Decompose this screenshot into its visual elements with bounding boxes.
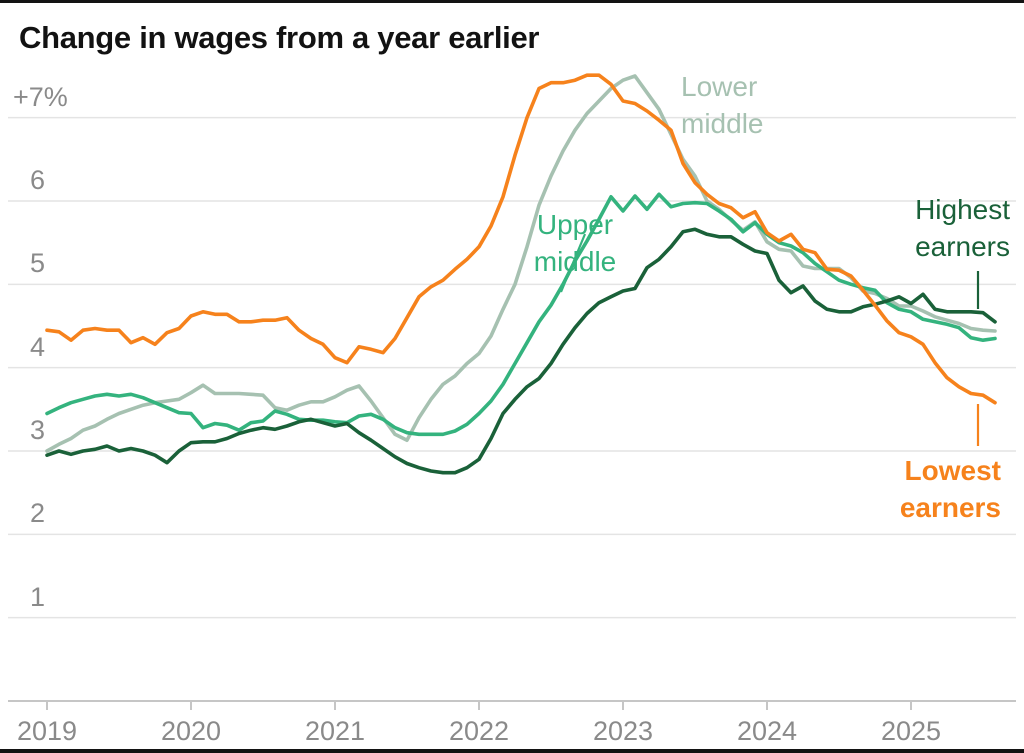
x-axis-label: 2022	[448, 716, 510, 746]
top-rule	[0, 0, 1024, 3]
series-label-lower-middle: Lower middle	[681, 71, 764, 139]
leader-upper-middle	[559, 233, 587, 293]
line-upper-middle	[45, 192, 997, 437]
series-label-highest-earners: Highest earners	[915, 194, 1010, 262]
series-label-upper-middle: Upper middle	[533, 209, 617, 277]
y-axis-label: 2	[30, 498, 46, 529]
y-axis-label: +7%	[13, 81, 68, 112]
x-axis-label: 2020	[160, 716, 222, 746]
x-axis-label: 2021	[304, 716, 366, 746]
x-axis-label: 2024	[736, 716, 798, 746]
chart-title: Change in wages from a year earlier	[19, 20, 540, 55]
x-axis-label: 2019	[16, 716, 78, 746]
line-highest-earners	[45, 227, 997, 475]
x-axis-label: 2023	[592, 716, 654, 746]
y-axis-label: 1	[30, 581, 46, 612]
bottom-rule	[0, 749, 1024, 753]
y-axis-label: 4	[30, 331, 46, 362]
x-axis-label: 2025	[880, 716, 942, 746]
y-axis-label: 6	[30, 165, 46, 195]
y-axis-label: 3	[30, 415, 46, 445]
series-label-lowest-earners: Lowest earners	[899, 455, 1001, 523]
y-axis-label: 5	[30, 248, 46, 279]
line-lowest-earners	[45, 73, 997, 405]
